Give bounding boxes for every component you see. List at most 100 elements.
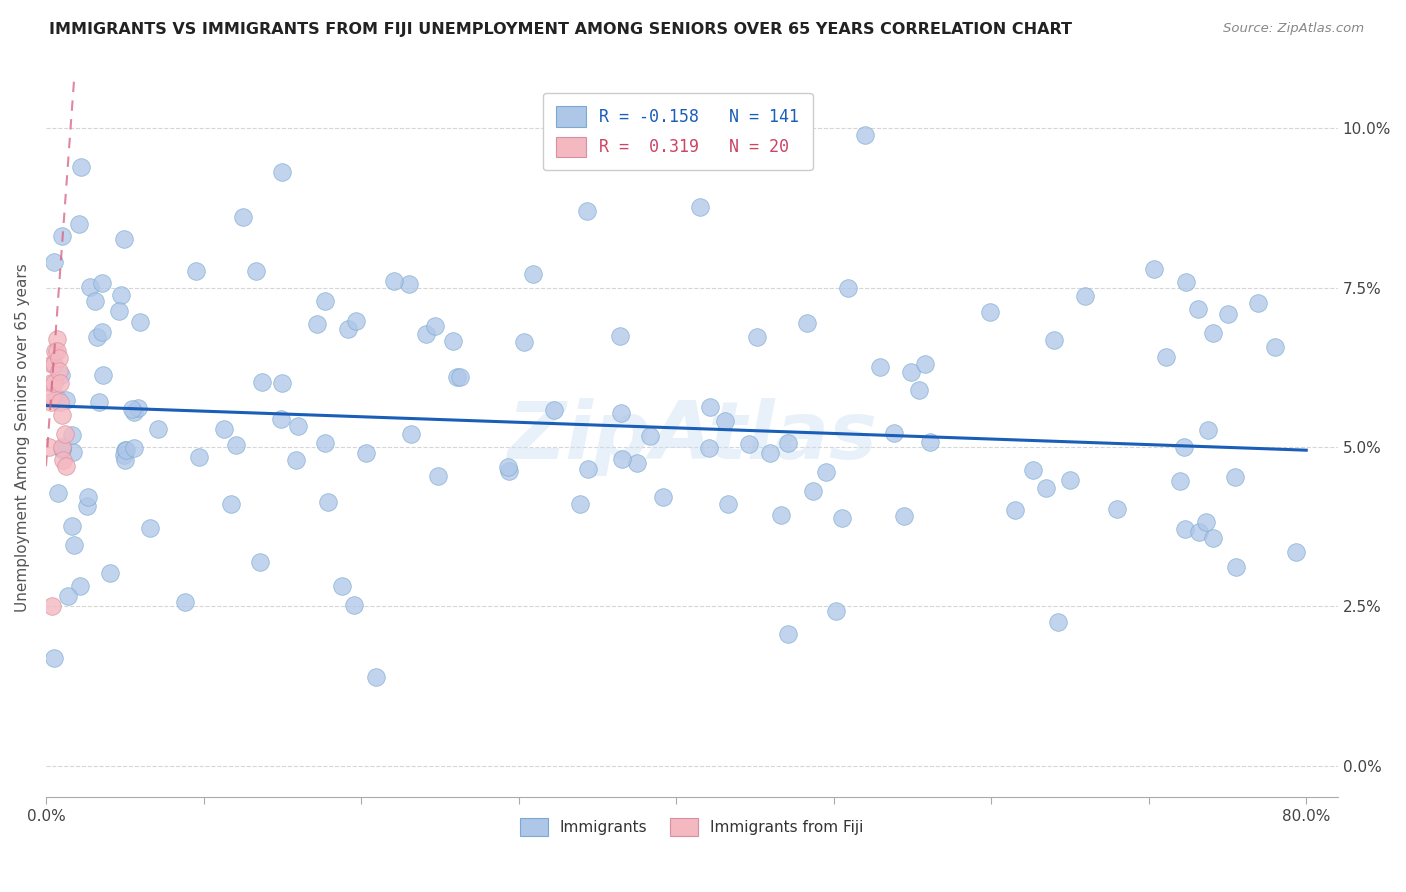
Point — [449, 370, 471, 384]
Point — [344, 314, 367, 328]
Point — [41, 357, 63, 371]
Point — [543, 402, 565, 417]
Point — [60, 519, 83, 533]
Point — [1225, 559, 1247, 574]
Point — [79, 279, 101, 293]
Point — [249, 555, 271, 569]
Point — [84, 293, 107, 308]
Point — [651, 491, 673, 505]
Text: Source: ZipAtlas.com: Source: ZipAtlas.com — [1223, 22, 1364, 36]
Point — [738, 437, 761, 451]
Point — [1202, 326, 1225, 341]
Point — [714, 414, 737, 428]
Point — [271, 165, 294, 179]
Point — [53, 427, 76, 442]
Point — [245, 264, 267, 278]
Point — [110, 288, 132, 302]
Point — [41, 599, 63, 614]
Point — [76, 499, 98, 513]
Point — [446, 370, 468, 384]
Point — [382, 274, 405, 288]
Point — [825, 604, 848, 618]
Point — [1154, 350, 1177, 364]
Point — [146, 422, 169, 436]
Point — [58, 589, 80, 603]
Point — [270, 412, 292, 426]
Point — [1170, 474, 1192, 488]
Point — [354, 445, 377, 459]
Text: ZipAtlas: ZipAtlas — [508, 399, 877, 476]
Point — [187, 450, 209, 465]
Point — [51, 442, 73, 456]
Point — [186, 263, 208, 277]
Point — [174, 595, 197, 609]
Point — [576, 203, 599, 218]
Point — [124, 441, 146, 455]
Point — [90, 276, 112, 290]
Point — [1223, 470, 1246, 484]
Point — [55, 393, 77, 408]
Point — [853, 128, 876, 142]
Point — [1004, 503, 1026, 517]
Point — [60, 428, 83, 442]
Point — [39, 395, 62, 409]
Point — [316, 494, 339, 508]
Y-axis label: Unemployment Among Seniors over 65 years: Unemployment Among Seniors over 65 years — [15, 263, 30, 612]
Point — [44, 344, 66, 359]
Point — [576, 462, 599, 476]
Point — [1035, 481, 1057, 495]
Point — [49, 395, 72, 409]
Point — [914, 357, 936, 371]
Point — [49, 376, 72, 391]
Legend: Immigrants, Immigrants from Fiji: Immigrants, Immigrants from Fiji — [513, 810, 872, 844]
Point — [522, 267, 544, 281]
Point — [776, 436, 799, 450]
Point — [699, 400, 721, 414]
Point — [689, 200, 711, 214]
Point — [1187, 302, 1209, 317]
Point — [138, 521, 160, 535]
Point — [640, 429, 662, 443]
Point — [46, 332, 69, 346]
Point — [314, 293, 336, 308]
Point — [610, 406, 633, 420]
Point — [759, 446, 782, 460]
Point — [610, 452, 633, 467]
Point — [225, 437, 247, 451]
Point — [212, 422, 235, 436]
Point — [307, 317, 329, 331]
Point — [336, 322, 359, 336]
Point — [883, 426, 905, 441]
Point — [89, 394, 111, 409]
Point — [1195, 515, 1218, 529]
Point — [232, 210, 254, 224]
Point — [90, 326, 112, 340]
Point — [907, 383, 929, 397]
Point — [124, 405, 146, 419]
Point — [366, 670, 388, 684]
Point — [425, 318, 447, 333]
Point — [46, 486, 69, 500]
Point — [415, 326, 437, 341]
Point — [45, 392, 67, 406]
Point — [498, 464, 520, 478]
Point — [114, 452, 136, 467]
Point — [107, 303, 129, 318]
Point — [512, 334, 534, 349]
Point — [776, 627, 799, 641]
Point — [63, 538, 86, 552]
Point — [1105, 501, 1128, 516]
Point — [745, 330, 768, 344]
Point — [39, 376, 62, 391]
Point — [52, 452, 75, 467]
Point — [49, 368, 72, 382]
Point — [568, 497, 591, 511]
Point — [769, 508, 792, 522]
Point — [48, 363, 70, 377]
Point — [250, 375, 273, 389]
Point — [91, 368, 114, 383]
Point — [112, 448, 135, 462]
Point — [837, 281, 859, 295]
Point — [44, 651, 66, 665]
Point — [900, 365, 922, 379]
